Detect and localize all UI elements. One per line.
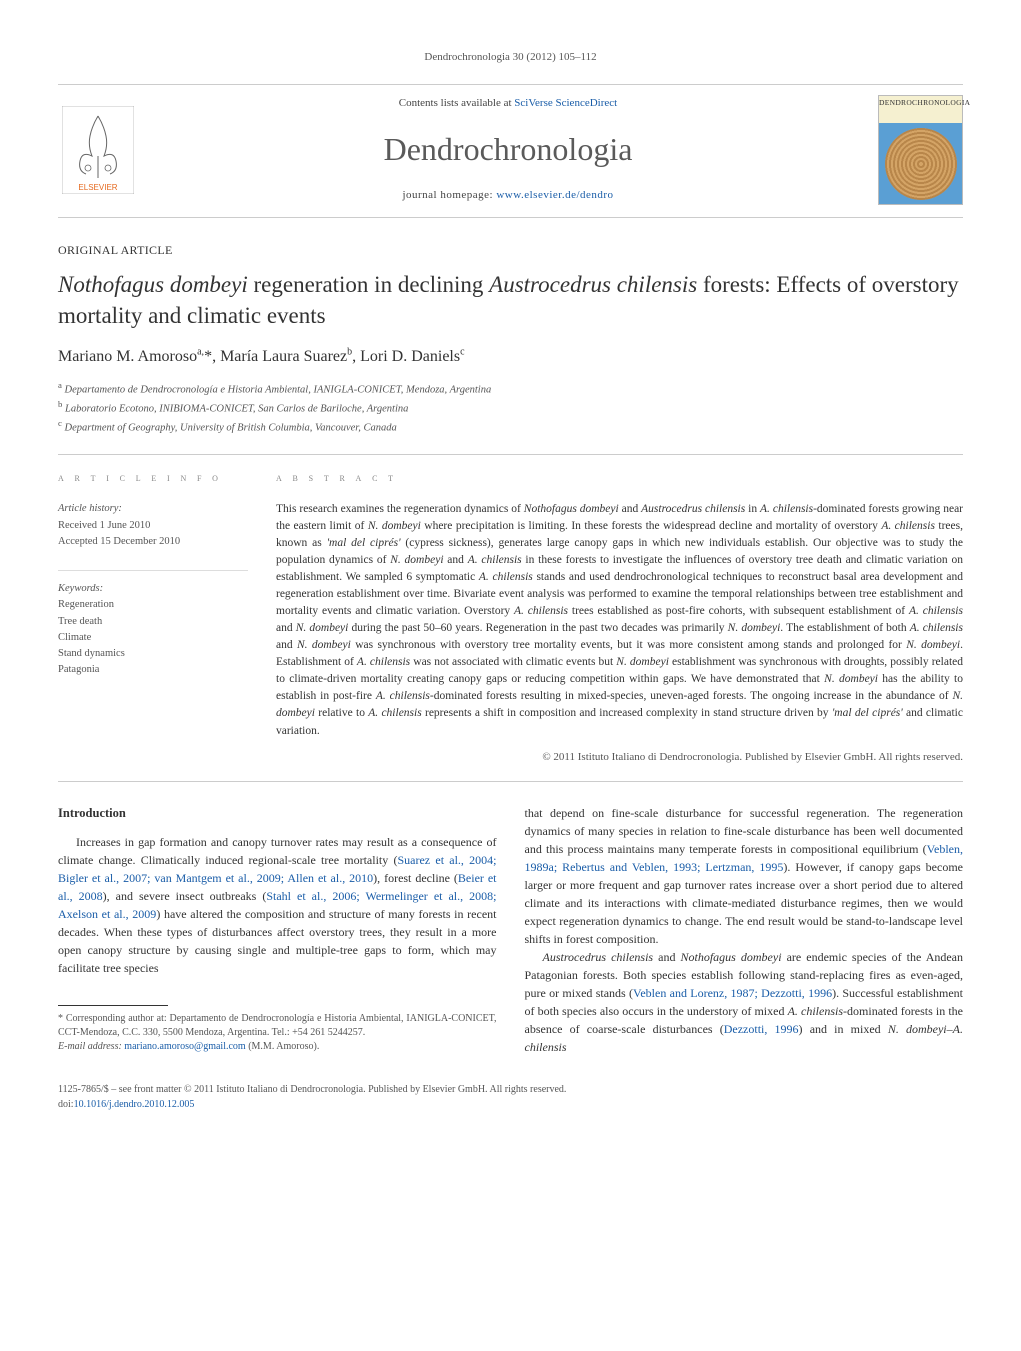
footnote-divider [58,1005,168,1006]
keyword-item: Climate [58,630,248,646]
introduction-heading: Introduction [58,804,497,823]
journal-reference: Dendrochronologia 30 (2012) 105–112 [58,50,963,66]
p1-text-3: ), and severe insect outbreaks ( [103,889,267,903]
citation-link[interactable]: Veblen and Lorenz, 1987; Dezzotti, 1996 [633,986,832,1000]
info-divider [58,570,248,571]
sciverse-link[interactable]: SciVerse ScienceDirect [514,97,617,109]
affiliation-item: a Departamento de Dendrocronología e His… [58,379,963,398]
p1c-text-1: that depend on fine-scale disturbance fo… [525,806,964,856]
body-column-left: Introduction Increases in gap formation … [58,804,497,1056]
article-history-block: Article history: Received 1 June 2010 Ac… [58,501,248,560]
journal-header: ELSEVIER Contents lists available at Sci… [58,84,963,218]
citation-link[interactable]: Dezzotti, 1996 [724,1022,799,1036]
email-line: E-mail address: mariano.amoroso@gmail.co… [58,1040,497,1054]
elsevier-tree-logo: ELSEVIER [58,105,138,195]
abstract-copyright: © 2011 Istituto Italiano di Dendrocronol… [276,750,963,766]
doi-label: doi: [58,1099,74,1110]
journal-name: Dendrochronologia [148,126,868,172]
keywords-block: Keywords: RegenerationTree deathClimateS… [58,581,248,689]
body-columns: Introduction Increases in gap formation … [58,804,963,1056]
homepage-link[interactable]: www.elsevier.de/dendro [496,189,613,201]
doi-line: doi:10.1016/j.dendro.2010.12.005 [58,1097,963,1112]
corresponding-author-footnote: * Corresponding author at: Departamento … [58,1012,497,1054]
title-species-2: Austrocedrus chilensis [489,272,697,297]
article-type-label: ORIGINAL ARTICLE [58,242,963,259]
doi-link[interactable]: 10.1016/j.dendro.2010.12.005 [74,1099,195,1110]
p2-text-5: ) and in mixed [799,1022,888,1036]
tree-rings-icon [885,128,957,200]
title-species-1: Nothofagus dombeyi [58,272,248,297]
front-matter-line: 1125-7865/$ – see front matter © 2011 Is… [58,1082,963,1097]
email-link[interactable]: mariano.amoroso@gmail.com [124,1041,245,1052]
abstract-column: a b s t r a c t This research examines t… [276,471,963,765]
authors-list: Mariano M. Amorosoa,*, María Laura Suare… [58,345,963,368]
affiliations-list: a Departamento de Dendrocronología e His… [58,379,963,437]
abstract-heading: a b s t r a c t [276,471,963,487]
species-name: A. chilensis [788,1004,843,1018]
keywords-label: Keywords: [58,581,248,597]
received-date: Received 1 June 2010 [58,518,248,534]
contents-lists-line: Contents lists available at SciVerse Sci… [148,96,868,112]
abstract-text: This research examines the regeneration … [276,501,963,739]
intro-paragraph-1: Increases in gap formation and canopy tu… [58,833,497,977]
history-label: Article history: [58,501,248,517]
journal-cover-thumbnail: DENDROCHRONOLOGIA [878,95,963,205]
homepage-line: journal homepage: www.elsevier.de/dendro [148,188,868,204]
article-info-column: a r t i c l e i n f o Article history: R… [58,471,248,765]
contents-text: Contents lists available at [399,97,514,109]
keyword-item: Stand dynamics [58,646,248,662]
email-label: E-mail address: [58,1041,124,1052]
svg-text:ELSEVIER: ELSEVIER [78,183,117,192]
email-suffix: (M.M. Amoroso). [246,1041,320,1052]
intro-paragraph-2: Austrocedrus chilensis and Nothofagus do… [525,948,964,1056]
species-name: Austrocedrus chilensis [543,950,654,964]
species-name: Nothofagus dombeyi [681,950,782,964]
intro-paragraph-1-cont: that depend on fine-scale disturbance fo… [525,804,964,948]
p1-text-2: ), forest decline ( [373,871,458,885]
affiliation-item: b Laboratorio Ecotono, INIBIOMA-CONICET,… [58,398,963,417]
title-text-1: regeneration in declining [248,272,489,297]
page-footer: 1125-7865/$ – see front matter © 2011 Is… [58,1082,963,1112]
header-center: Contents lists available at SciVerse Sci… [138,96,878,204]
info-abstract-row: a r t i c l e i n f o Article history: R… [58,454,963,782]
p2-text-1: and [653,950,680,964]
keyword-item: Regeneration [58,597,248,613]
keyword-item: Patagonia [58,662,248,678]
body-column-right: that depend on fine-scale disturbance fo… [525,804,964,1056]
homepage-label: journal homepage: [402,189,496,201]
corr-author-text: * Corresponding author at: Departamento … [58,1012,497,1040]
article-info-heading: a r t i c l e i n f o [58,471,248,487]
accepted-date: Accepted 15 December 2010 [58,534,248,550]
affiliation-item: c Department of Geography, University of… [58,417,963,436]
keyword-item: Tree death [58,614,248,630]
article-title: Nothofagus dombeyi regeneration in decli… [58,269,963,331]
cover-label: DENDROCHRONOLOGIA [879,96,962,109]
